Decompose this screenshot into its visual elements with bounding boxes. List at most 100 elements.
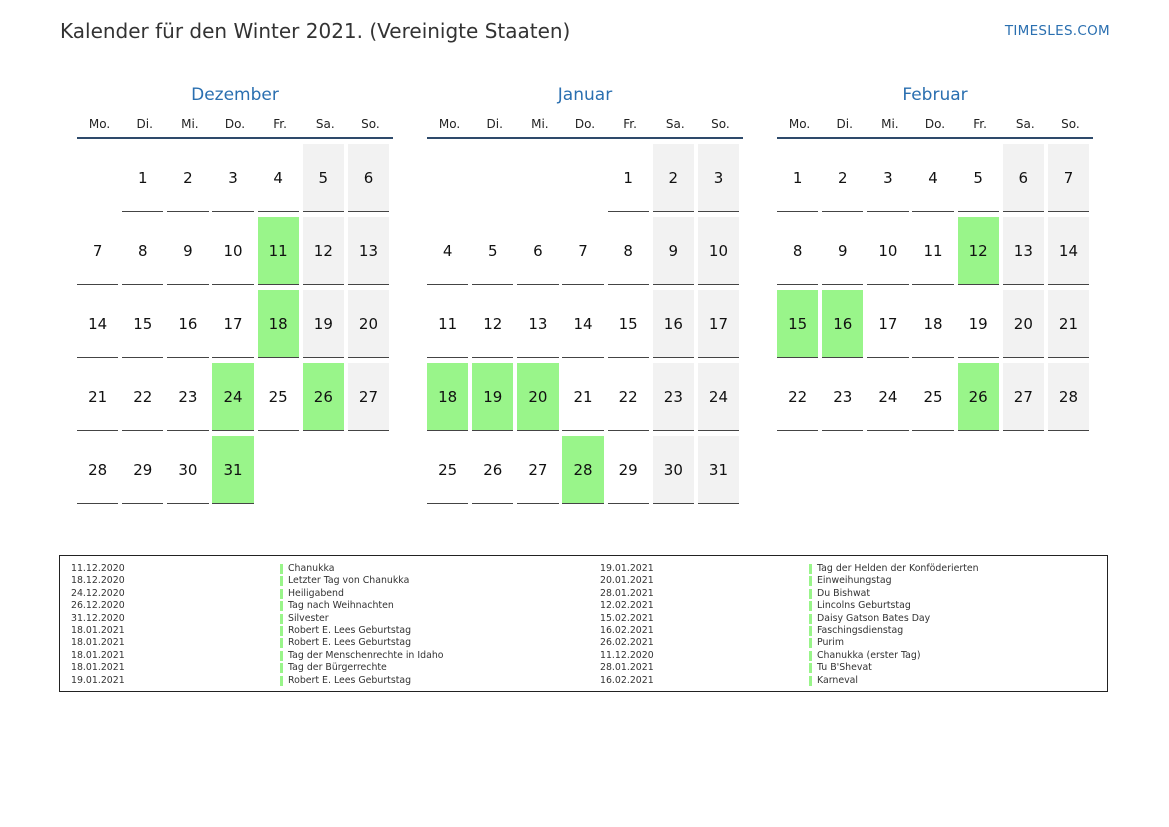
holiday-name: Letzter Tag von Chanukka (280, 575, 409, 587)
day-cell: 14 (562, 290, 604, 358)
empty-day-cell (472, 144, 513, 212)
holiday-date: 19.01.2021 (71, 674, 125, 686)
weekday-label: Fr. (623, 117, 637, 131)
holiday-day-cell: 16 (822, 290, 864, 358)
day-cell: 10 (867, 217, 909, 285)
day-cell: 2 (822, 144, 864, 212)
empty-day-cell (427, 144, 468, 212)
day-cell: 25 (912, 363, 954, 431)
day-cell: 30 (167, 436, 209, 504)
weekday-header: Mo. Di. Mi. Do. Fr. Sa. So. (427, 111, 743, 139)
weekday-label: Mi. (531, 117, 549, 131)
day-cell: 8 (122, 217, 164, 285)
empty-day-cell (258, 436, 299, 504)
holiday-name: Einweihungstag (809, 575, 892, 587)
weekday-label: Do. (924, 117, 946, 131)
holiday-row: 18.01.2021 Robert E. Lees Geburtstag (60, 637, 444, 649)
weekday-label: Sa. (315, 117, 335, 131)
day-cell: 3 (212, 144, 254, 212)
day-cell: 16 (652, 290, 694, 358)
month-title: Dezember (191, 85, 279, 105)
holiday-date: 20.01.2021 (600, 575, 654, 587)
holiday-row: 11.12.2020 Chanukka (erster Tag) (589, 650, 979, 662)
day-cell: 6 (1002, 144, 1044, 212)
holiday-day-cell: 15 (777, 290, 819, 358)
holiday-name: Tu B'Shevat (809, 662, 872, 674)
day-cell: 25 (257, 363, 299, 431)
holiday-date: 26.02.2021 (600, 637, 654, 649)
holiday-date: 18.01.2021 (71, 637, 125, 649)
day-cell: 5 (302, 144, 344, 212)
empty-day-cell (348, 436, 389, 504)
day-cell: 5 (472, 217, 514, 285)
day-cell: 29 (607, 436, 649, 504)
day-cell: 14 (1047, 217, 1090, 285)
day-cell: 24 (867, 363, 909, 431)
month-january: Januar Mo. Di. Mi. Do. Fr. Sa. So. 1 2 3 4 5 6 7 8 9 10… (427, 82, 743, 509)
holiday-date: 15.02.2021 (600, 612, 654, 624)
holiday-row: 18.01.2021 Tag der Menschenrechte in Idah… (60, 650, 444, 662)
day-cell: 1 (607, 144, 649, 212)
week-row: 7 8 9 10 11 12 13 (77, 217, 393, 290)
holiday-name: Karneval (809, 675, 858, 687)
holiday-date: 16.02.2021 (600, 674, 654, 686)
holiday-row: 26.12.2020 Tag nach Weihnachten (60, 600, 444, 612)
holiday-row: 12.02.2021 Lincolns Geburtstag (589, 600, 979, 612)
day-cell: 5 (957, 144, 999, 212)
day-cell: 2 (652, 144, 694, 212)
holiday-date: 18.01.2021 (71, 624, 125, 636)
holiday-date: 19.01.2021 (600, 563, 654, 574)
day-cell: 31 (697, 436, 740, 504)
day-cell: 21 (562, 363, 604, 431)
day-cell: 13 (517, 290, 559, 358)
holiday-name: Lincolns Geburtstag (809, 600, 911, 612)
holiday-date: 26.12.2020 (71, 600, 125, 612)
day-cell: 25 (427, 436, 469, 504)
day-cell: 17 (867, 290, 909, 358)
week-row: 28 29 30 31 (77, 436, 393, 509)
day-cell: 7 (77, 217, 119, 285)
holiday-row: 19.01.2021 Robert E. Lees Geburtstag (60, 675, 444, 687)
empty-day-cell (303, 436, 344, 504)
holiday-name: Tag nach Weihnachten (280, 600, 394, 612)
month-grid: 1 2 3 4 5 6 7 8 9 10 11 12 13 14 15 16 17 18 19 20 21 22 23 24 2… (427, 144, 743, 509)
holiday-list-left: 11.12.2020 Chanukka 18.12.2020 Letzter Tag … (60, 563, 444, 687)
week-row: 22 23 24 25 26 27 28 (777, 363, 1093, 436)
page-title: Kalender für den Winter 2021. (Vereinigt… (60, 19, 571, 43)
week-row: 14 15 16 17 18 19 20 (77, 290, 393, 363)
day-cell: 9 (822, 217, 864, 285)
holiday-row: 24.12.2020 Heiligabend (60, 588, 444, 600)
day-cell: 27 (517, 436, 559, 504)
holiday-day-cell: 11 (257, 217, 299, 285)
day-cell: 16 (167, 290, 209, 358)
day-cell: 13 (347, 217, 390, 285)
holiday-date: 28.01.2021 (600, 587, 654, 599)
holiday-date: 11.12.2020 (600, 649, 654, 661)
holiday-date: 31.12.2020 (71, 612, 125, 624)
month-grid: 1 2 3 4 5 6 7 8 9 10 11 12 13 14 15 16 17 18 19 20 21 22 23 24 2… (77, 144, 393, 509)
holiday-row: 18.01.2021 Tag der Bürgerrechte (60, 662, 444, 674)
holiday-name: Tag der Bürgerrechte (280, 662, 387, 674)
day-cell: 8 (607, 217, 649, 285)
day-cell: 28 (1047, 363, 1090, 431)
day-cell: 22 (607, 363, 649, 431)
holiday-name: Tag der Helden der Konföderierten (809, 563, 979, 575)
day-cell: 21 (1047, 290, 1090, 358)
day-cell: 1 (122, 144, 164, 212)
month-title: Januar (557, 85, 613, 105)
site-link[interactable]: TIMESLES.COM (1004, 23, 1110, 39)
holiday-row: 18.01.2021 Robert E. Lees Geburtstag (60, 625, 444, 637)
day-cell: 3 (697, 144, 740, 212)
holiday-day-cell: 26 (957, 363, 999, 431)
holiday-name: Robert E. Lees Geburtstag (280, 625, 411, 637)
holiday-date: 18.12.2020 (71, 575, 125, 587)
holiday-day-cell: 18 (427, 363, 469, 431)
weekday-label: Mo. (438, 117, 461, 131)
weekday-label: Di. (136, 117, 153, 131)
day-cell: 9 (167, 217, 209, 285)
day-cell: 22 (122, 363, 164, 431)
day-cell: 4 (427, 217, 469, 285)
holiday-name: Du Bishwat (809, 588, 870, 600)
